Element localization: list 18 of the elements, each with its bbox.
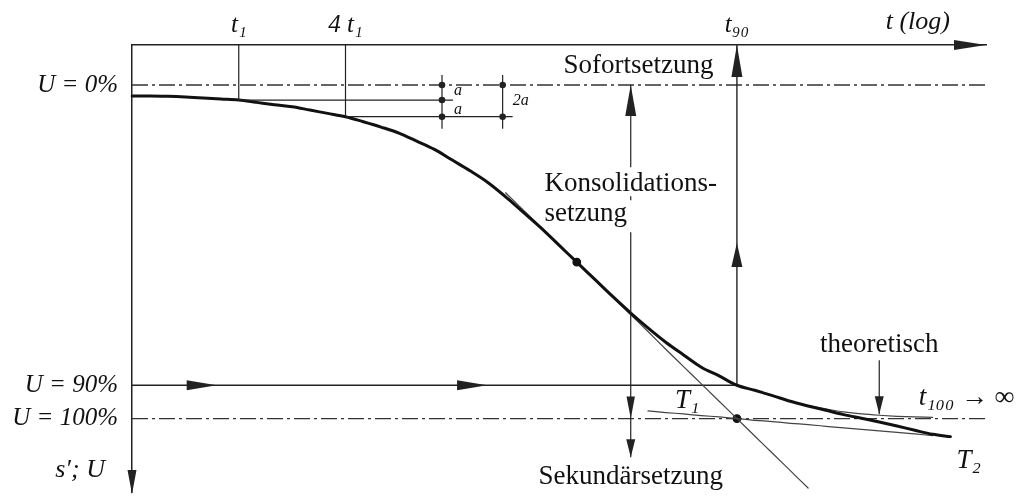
series-label: T₂ <box>956 443 981 474</box>
annotation: 2a <box>512 91 529 109</box>
annotation: t₁₀₀ → ∞ <box>918 381 1015 412</box>
x-axis-title: t (log) <box>885 5 950 35</box>
x-tick-label: t₉₀ <box>724 9 750 37</box>
series-label: theoretisch <box>820 328 939 359</box>
annotation: a <box>454 81 462 99</box>
annotation: Konsolidations- setzung <box>544 167 717 228</box>
x-tick-label: t₁ <box>230 9 247 37</box>
y-axis-title: s′; U <box>55 453 108 483</box>
annotation: Sofortsetzung <box>563 48 714 79</box>
series-label: T₁ <box>674 384 700 415</box>
annotation: a <box>454 100 462 118</box>
x-tick-label: 4 t₁ <box>328 9 363 37</box>
y-tick-label: U = 90% <box>24 369 118 397</box>
annotation: Sekundärsetzung <box>538 460 723 491</box>
y-tick-label: U = 0% <box>37 69 118 97</box>
y-tick-label: U = 100% <box>12 403 118 431</box>
